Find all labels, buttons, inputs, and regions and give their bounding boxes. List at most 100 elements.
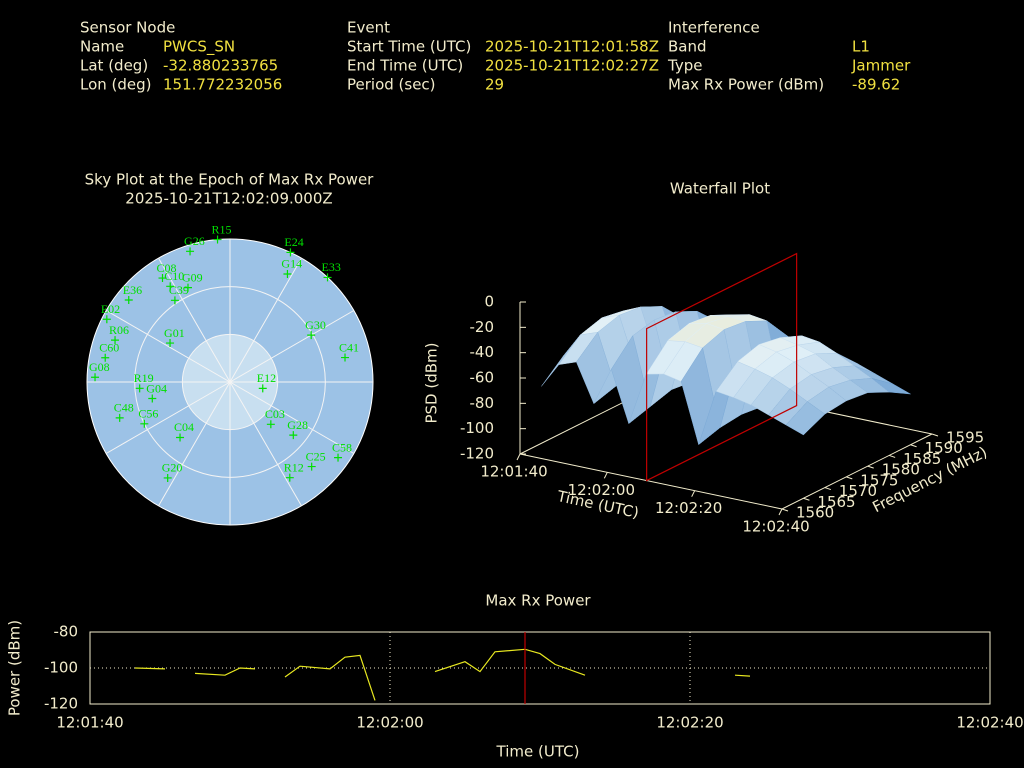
field-label: Period (sec) [347, 76, 436, 94]
satellite-marker [283, 269, 292, 278]
satellite-marker [266, 420, 275, 429]
satellite-label: G04 [146, 381, 167, 395]
satellite-label: C08 [157, 261, 177, 275]
y-tick-label: -80 [54, 623, 79, 641]
y-tick-label: -100 [44, 659, 78, 677]
z-axis-label: PSD (dBm) [423, 342, 441, 423]
y-tick [867, 465, 874, 469]
field-value: Jammer [851, 57, 911, 75]
x-tick-label: 12:02:40 [956, 714, 1023, 732]
field-label: Max Rx Power (dBm) [668, 76, 824, 94]
y-tick-label: 1560 [796, 504, 834, 522]
y-tick [910, 444, 917, 448]
y-tick [931, 433, 939, 437]
field-label: End Time (UTC) [347, 57, 463, 75]
field-value: 2025-10-21T12:01:58Z [485, 38, 659, 56]
satellite-label: R12 [284, 460, 304, 474]
satellite-marker [163, 473, 172, 482]
satellite-label: C58 [332, 440, 352, 454]
satellite-marker [213, 235, 222, 244]
chart-title: Sky Plot at the Epoch of Max Rx Power [85, 171, 375, 189]
satellite-label: G30 [305, 318, 326, 332]
section-title: Sensor Node [80, 19, 175, 37]
satellite-marker [307, 462, 316, 471]
satellite-marker [323, 273, 332, 282]
z-tick-label: -20 [470, 318, 495, 336]
x-tick [603, 472, 608, 479]
y-tick-label: 1590 [925, 439, 963, 457]
power-line [134, 648, 751, 701]
x-axis-label: Time (UTC) [496, 743, 580, 761]
y-tick [846, 476, 853, 480]
y-tick-label: 1595 [946, 429, 984, 447]
satellite-label: R06 [109, 323, 129, 337]
y-tick [824, 487, 832, 491]
field-value: 29 [485, 76, 504, 94]
axis-line [519, 453, 783, 510]
satellite-label: C03 [265, 407, 285, 421]
x-tick-label: 12:02:20 [655, 499, 722, 517]
y-tick-label: 1580 [882, 461, 920, 479]
field-value: 2025-10-21T12:02:27Z [485, 57, 659, 75]
satellite-label: E24 [284, 235, 303, 249]
satellite-marker [166, 339, 175, 348]
satellite-label: E02 [101, 302, 120, 316]
x-tick-label: 12:01:40 [480, 463, 547, 481]
azimuth-line [158, 257, 231, 383]
satellite-label: G01 [164, 326, 185, 340]
field-label: Name [80, 38, 124, 56]
plot-frame [89, 631, 991, 705]
y-tick [803, 497, 810, 501]
satellite-label: G08 [89, 360, 110, 374]
x-tick-label: 12:02:40 [742, 518, 809, 536]
field-label: Start Time (UTC) [347, 38, 471, 56]
section-title: Interference [668, 19, 760, 37]
field-value: L1 [852, 38, 870, 56]
y-tick-label: 1570 [839, 482, 877, 500]
satellite-label: C04 [174, 420, 194, 434]
satellite-marker [183, 283, 192, 292]
chart-title: Max Rx Power [485, 592, 591, 610]
satellite-label: C10 [164, 269, 184, 283]
satellite-marker [286, 248, 295, 257]
z-tick-label: 0 [484, 293, 494, 311]
azimuth-line [229, 310, 355, 383]
field-value: -32.880233765 [163, 57, 278, 75]
y-tick-label: 1585 [903, 450, 941, 468]
satellite-label: C39 [169, 283, 189, 297]
satellite-marker [148, 394, 157, 403]
x-tick [516, 453, 521, 461]
satellite-marker [158, 274, 167, 283]
satellite-label: C56 [138, 407, 158, 421]
satellite-marker [115, 413, 124, 422]
x-tick-label: 12:02:00 [568, 481, 635, 499]
x-tick-label: 12:02:20 [656, 714, 723, 732]
field-value: -89.62 [852, 76, 900, 94]
satellite-marker [124, 296, 133, 305]
satellite-marker [170, 296, 179, 305]
satellite-marker [111, 336, 120, 345]
z-tick-label: -80 [470, 394, 495, 412]
satellite-marker [91, 373, 100, 382]
field-value: PWCS_SN [163, 38, 235, 57]
satellite-label: E33 [322, 260, 341, 274]
field-label: Band [668, 38, 707, 56]
z-tick-label: -40 [470, 343, 495, 361]
x-tick [778, 508, 783, 516]
azimuth-line [229, 381, 355, 454]
satellite-label: R19 [134, 371, 154, 385]
chart-title: Waterfall Plot [670, 180, 770, 198]
satellite-label: G20 [162, 461, 183, 475]
y-tick [781, 508, 789, 512]
satellite-label: C41 [339, 340, 359, 354]
field-label: Type [667, 57, 702, 75]
field-value: 151.772232056 [163, 76, 282, 94]
y-tick-label: -120 [44, 695, 78, 713]
field-label: Lat (deg) [80, 57, 148, 75]
satellite-marker [307, 331, 316, 340]
field-label: Lon (deg) [80, 76, 152, 94]
satellite-label: C60 [99, 340, 119, 354]
azimuth-line [158, 381, 231, 507]
satellite-label: R15 [212, 222, 232, 236]
